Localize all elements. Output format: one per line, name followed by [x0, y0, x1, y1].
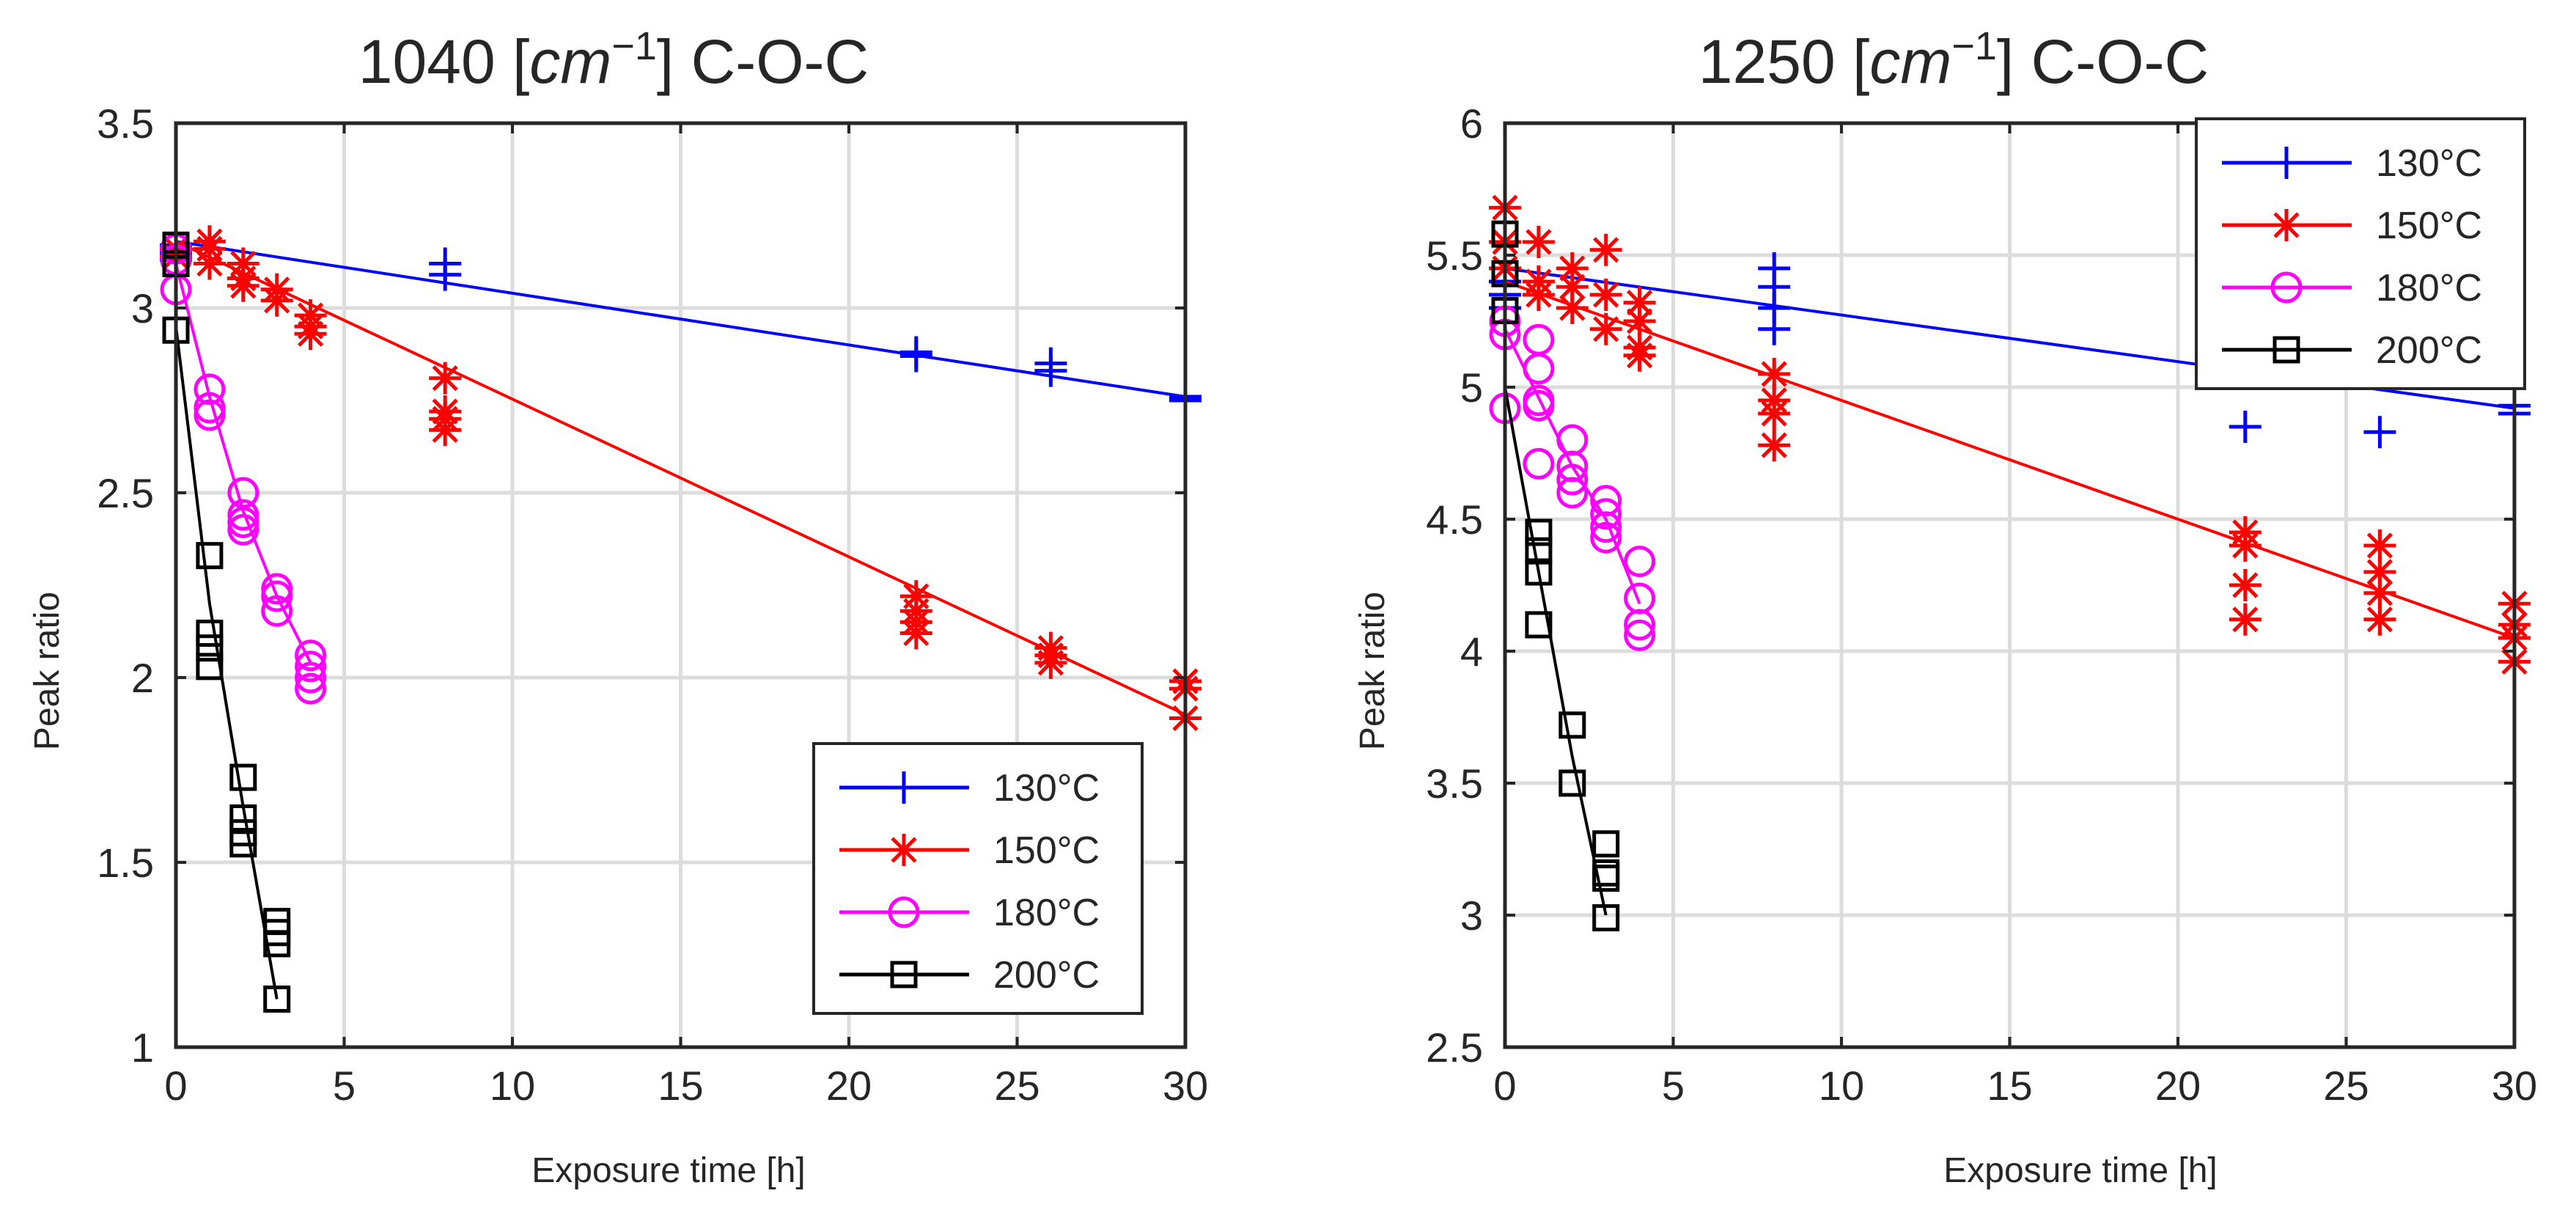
y-tick-label: 6	[1460, 100, 1483, 147]
data-point	[1590, 313, 1622, 345]
data-point	[1758, 429, 1790, 461]
y-tick-label: 1.5	[97, 840, 154, 886]
data-point	[227, 270, 260, 302]
legend-label: 200°C	[2376, 329, 2482, 372]
x-tick-label: 5	[333, 1063, 356, 1109]
legend-label: 130°C	[2376, 142, 2482, 185]
legend-label: 130°C	[993, 767, 1100, 810]
x-tick-label: 20	[2155, 1063, 2201, 1109]
x-tick-label: 25	[2323, 1063, 2369, 1109]
y-tick-label: 4	[1460, 628, 1483, 675]
data-point	[1523, 279, 1555, 311]
y-tick-label: 5.5	[1426, 232, 1483, 279]
x-tick-label: 0	[1493, 1063, 1516, 1109]
x-tick-label: 15	[658, 1063, 703, 1109]
x-axis-label: Exposure time [h]	[1943, 1151, 2218, 1190]
chart-canvas: 1040 [cm−1] C-O-C 0 5 10 15 20 25 30 11.522.53…	[0, 0, 2576, 1214]
legend: 130°C 150°C 180°C 200°C	[814, 744, 1142, 1013]
y-tick-label: 1	[131, 1024, 154, 1071]
data-point	[1556, 292, 1589, 324]
legend-label: 150°C	[993, 829, 1100, 872]
legend-label: 180°C	[2376, 267, 2482, 309]
y-tick-label: 2	[131, 655, 154, 701]
y-tick-label: 4.5	[1426, 496, 1483, 543]
data-point	[1624, 340, 1656, 372]
data-point	[900, 617, 932, 650]
x-tick-label: 15	[1987, 1063, 2032, 1109]
x-tick-label: 20	[826, 1063, 872, 1109]
y-tick-label: 3	[131, 285, 154, 331]
legend-marker	[888, 834, 920, 866]
x-tick-label: 25	[994, 1063, 1039, 1109]
legend-marker	[2270, 209, 2303, 241]
x-tick-label: 0	[164, 1063, 187, 1109]
data-point	[2229, 569, 2262, 601]
data-point	[1758, 397, 1790, 430]
data-point	[295, 318, 327, 350]
y-tick-label: 2.5	[1426, 1024, 1483, 1071]
figure: 1040 [cm−1] C-O-C 0 5 10 15 20 25 30 1 1.5 2 2.5 3…	[0, 0, 2576, 1214]
x-tick-label: 10	[490, 1063, 535, 1109]
data-point	[1590, 234, 1622, 266]
x-tick-label: 5	[1662, 1063, 1685, 1109]
legend-label: 200°C	[993, 954, 1100, 997]
data-point	[261, 285, 293, 317]
x-axis-label: Exposure time [h]	[531, 1151, 806, 1190]
y-axis-label: Peak ratio	[28, 592, 67, 750]
data-point	[1034, 647, 1067, 679]
legend: 130°C 150°C 180°C 200°C	[2196, 119, 2525, 389]
y-axis-label: Peak ratio	[1353, 592, 1392, 750]
data-point	[2363, 604, 2396, 636]
y-tick-label: 2.5	[97, 470, 154, 516]
data-point	[429, 362, 461, 395]
y-tick-label: 3.5	[1426, 760, 1483, 807]
data-point	[429, 414, 461, 446]
x-tick-label: 10	[1819, 1063, 1864, 1109]
y-tick-label: 5	[1460, 364, 1483, 411]
x-tick-label: 30	[2492, 1063, 2537, 1109]
data-point	[2229, 604, 2262, 636]
data-point	[2229, 529, 2262, 562]
y-tick-label: 3	[1460, 892, 1483, 939]
legend-label: 150°C	[2376, 205, 2482, 247]
data-point	[194, 248, 226, 280]
y-tick-label: 3.5	[97, 100, 154, 147]
legend-label: 180°C	[993, 892, 1100, 934]
x-tick-label: 30	[1163, 1063, 1208, 1109]
data-point	[1590, 279, 1622, 311]
data-point	[1523, 226, 1555, 258]
